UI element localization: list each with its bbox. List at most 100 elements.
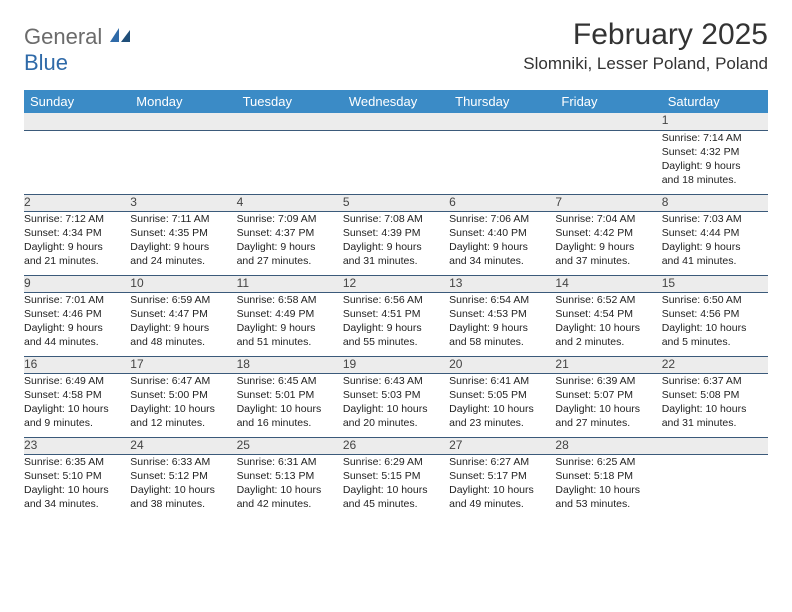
sunset-line: Sunset: 4:44 PM <box>662 226 768 240</box>
sunset-line: Sunset: 4:34 PM <box>24 226 130 240</box>
day-body-cell: Sunrise: 6:52 AMSunset: 4:54 PMDaylight:… <box>555 292 661 356</box>
daylight-line-1: Daylight: 9 hours <box>130 240 236 254</box>
day-body-cell <box>24 130 130 194</box>
sunrise-line: Sunrise: 6:33 AM <box>130 455 236 469</box>
dow-header: Tuesday <box>237 90 343 113</box>
dow-header: Wednesday <box>343 90 449 113</box>
location-subtitle: Slomniki, Lesser Poland, Poland <box>523 54 768 74</box>
sunset-line: Sunset: 5:08 PM <box>662 388 768 402</box>
day-body-cell: Sunrise: 6:27 AMSunset: 5:17 PMDaylight:… <box>449 454 555 518</box>
daylight-line-2: and 38 minutes. <box>130 497 236 511</box>
day-number-cell: 2 <box>24 194 130 211</box>
daylight-line-2: and 2 minutes. <box>555 335 661 349</box>
daylight-line-2: and 55 minutes. <box>343 335 449 349</box>
daylight-line-2: and 24 minutes. <box>130 254 236 268</box>
day-body-cell: Sunrise: 6:49 AMSunset: 4:58 PMDaylight:… <box>24 373 130 437</box>
day-number-cell: 15 <box>662 275 768 292</box>
day-number-cell: 1 <box>662 113 768 130</box>
day-number-cell <box>237 113 343 130</box>
daylight-line-2: and 53 minutes. <box>555 497 661 511</box>
sunset-line: Sunset: 4:46 PM <box>24 307 130 321</box>
daylight-line-2: and 9 minutes. <box>24 416 130 430</box>
brand-word-2: Blue <box>24 50 68 75</box>
sunset-line: Sunset: 4:47 PM <box>130 307 236 321</box>
day-number-cell: 28 <box>555 437 661 454</box>
dow-header: Friday <box>555 90 661 113</box>
sunrise-line: Sunrise: 6:27 AM <box>449 455 555 469</box>
sunset-line: Sunset: 4:49 PM <box>237 307 343 321</box>
day-body-cell: Sunrise: 6:37 AMSunset: 5:08 PMDaylight:… <box>662 373 768 437</box>
daylight-line-1: Daylight: 9 hours <box>343 321 449 335</box>
sunset-line: Sunset: 4:42 PM <box>555 226 661 240</box>
day-number-cell: 13 <box>449 275 555 292</box>
week-daynum-row: 232425262728 <box>24 437 768 454</box>
title-block: February 2025 Slomniki, Lesser Poland, P… <box>523 18 768 74</box>
sunset-line: Sunset: 5:13 PM <box>237 469 343 483</box>
week-body-row: Sunrise: 7:14 AMSunset: 4:32 PMDaylight:… <box>24 130 768 194</box>
daylight-line-1: Daylight: 9 hours <box>24 321 130 335</box>
day-body-cell <box>343 130 449 194</box>
day-number-cell <box>662 437 768 454</box>
sunrise-line: Sunrise: 7:06 AM <box>449 212 555 226</box>
sunrise-line: Sunrise: 7:01 AM <box>24 293 130 307</box>
sunset-line: Sunset: 4:39 PM <box>343 226 449 240</box>
daylight-line-2: and 51 minutes. <box>237 335 343 349</box>
daylight-line-2: and 34 minutes. <box>449 254 555 268</box>
daylight-line-1: Daylight: 9 hours <box>343 240 449 254</box>
daylight-line-1: Daylight: 9 hours <box>130 321 236 335</box>
day-body-cell: Sunrise: 6:59 AMSunset: 4:47 PMDaylight:… <box>130 292 236 356</box>
sunrise-line: Sunrise: 6:52 AM <box>555 293 661 307</box>
daylight-line-1: Daylight: 10 hours <box>662 402 768 416</box>
day-body-cell: Sunrise: 7:12 AMSunset: 4:34 PMDaylight:… <box>24 211 130 275</box>
day-body-cell <box>237 130 343 194</box>
sunrise-line: Sunrise: 6:58 AM <box>237 293 343 307</box>
sunset-line: Sunset: 5:12 PM <box>130 469 236 483</box>
week-body-row: Sunrise: 7:12 AMSunset: 4:34 PMDaylight:… <box>24 211 768 275</box>
sunrise-line: Sunrise: 6:49 AM <box>24 374 130 388</box>
daylight-line-2: and 21 minutes. <box>24 254 130 268</box>
day-number-cell: 6 <box>449 194 555 211</box>
daylight-line-2: and 31 minutes. <box>662 416 768 430</box>
day-number-cell: 25 <box>237 437 343 454</box>
day-body-cell: Sunrise: 6:35 AMSunset: 5:10 PMDaylight:… <box>24 454 130 518</box>
daylight-line-1: Daylight: 9 hours <box>662 240 768 254</box>
dow-header: Sunday <box>24 90 130 113</box>
daylight-line-2: and 34 minutes. <box>24 497 130 511</box>
day-number-cell: 19 <box>343 356 449 373</box>
daylight-line-1: Daylight: 10 hours <box>237 483 343 497</box>
sunset-line: Sunset: 4:40 PM <box>449 226 555 240</box>
daylight-line-2: and 20 minutes. <box>343 416 449 430</box>
daylight-line-2: and 41 minutes. <box>662 254 768 268</box>
day-number-cell: 11 <box>237 275 343 292</box>
daylight-line-1: Daylight: 10 hours <box>24 483 130 497</box>
week-body-row: Sunrise: 7:01 AMSunset: 4:46 PMDaylight:… <box>24 292 768 356</box>
daylight-line-1: Daylight: 10 hours <box>662 321 768 335</box>
day-body-cell: Sunrise: 6:50 AMSunset: 4:56 PMDaylight:… <box>662 292 768 356</box>
day-body-cell: Sunrise: 6:33 AMSunset: 5:12 PMDaylight:… <box>130 454 236 518</box>
daylight-line-1: Daylight: 9 hours <box>449 240 555 254</box>
day-number-cell <box>130 113 236 130</box>
day-number-cell: 20 <box>449 356 555 373</box>
daylight-line-2: and 49 minutes. <box>449 497 555 511</box>
daylight-line-1: Daylight: 9 hours <box>555 240 661 254</box>
day-body-cell <box>555 130 661 194</box>
day-body-cell: Sunrise: 6:43 AMSunset: 5:03 PMDaylight:… <box>343 373 449 437</box>
daylight-line-2: and 45 minutes. <box>343 497 449 511</box>
week-daynum-row: 9101112131415 <box>24 275 768 292</box>
sunset-line: Sunset: 4:53 PM <box>449 307 555 321</box>
sunrise-line: Sunrise: 7:14 AM <box>662 131 768 145</box>
day-body-cell: Sunrise: 6:56 AMSunset: 4:51 PMDaylight:… <box>343 292 449 356</box>
sunset-line: Sunset: 5:07 PM <box>555 388 661 402</box>
sunrise-line: Sunrise: 6:35 AM <box>24 455 130 469</box>
day-body-cell: Sunrise: 7:14 AMSunset: 4:32 PMDaylight:… <box>662 130 768 194</box>
sunrise-line: Sunrise: 7:04 AM <box>555 212 661 226</box>
sunset-line: Sunset: 4:51 PM <box>343 307 449 321</box>
calendar-header-row: SundayMondayTuesdayWednesdayThursdayFrid… <box>24 90 768 113</box>
day-body-cell: Sunrise: 7:11 AMSunset: 4:35 PMDaylight:… <box>130 211 236 275</box>
day-body-cell: Sunrise: 6:58 AMSunset: 4:49 PMDaylight:… <box>237 292 343 356</box>
calendar-table: SundayMondayTuesdayWednesdayThursdayFrid… <box>24 90 768 518</box>
daylight-line-1: Daylight: 10 hours <box>449 483 555 497</box>
sunrise-line: Sunrise: 6:50 AM <box>662 293 768 307</box>
sunset-line: Sunset: 4:56 PM <box>662 307 768 321</box>
day-number-cell: 21 <box>555 356 661 373</box>
